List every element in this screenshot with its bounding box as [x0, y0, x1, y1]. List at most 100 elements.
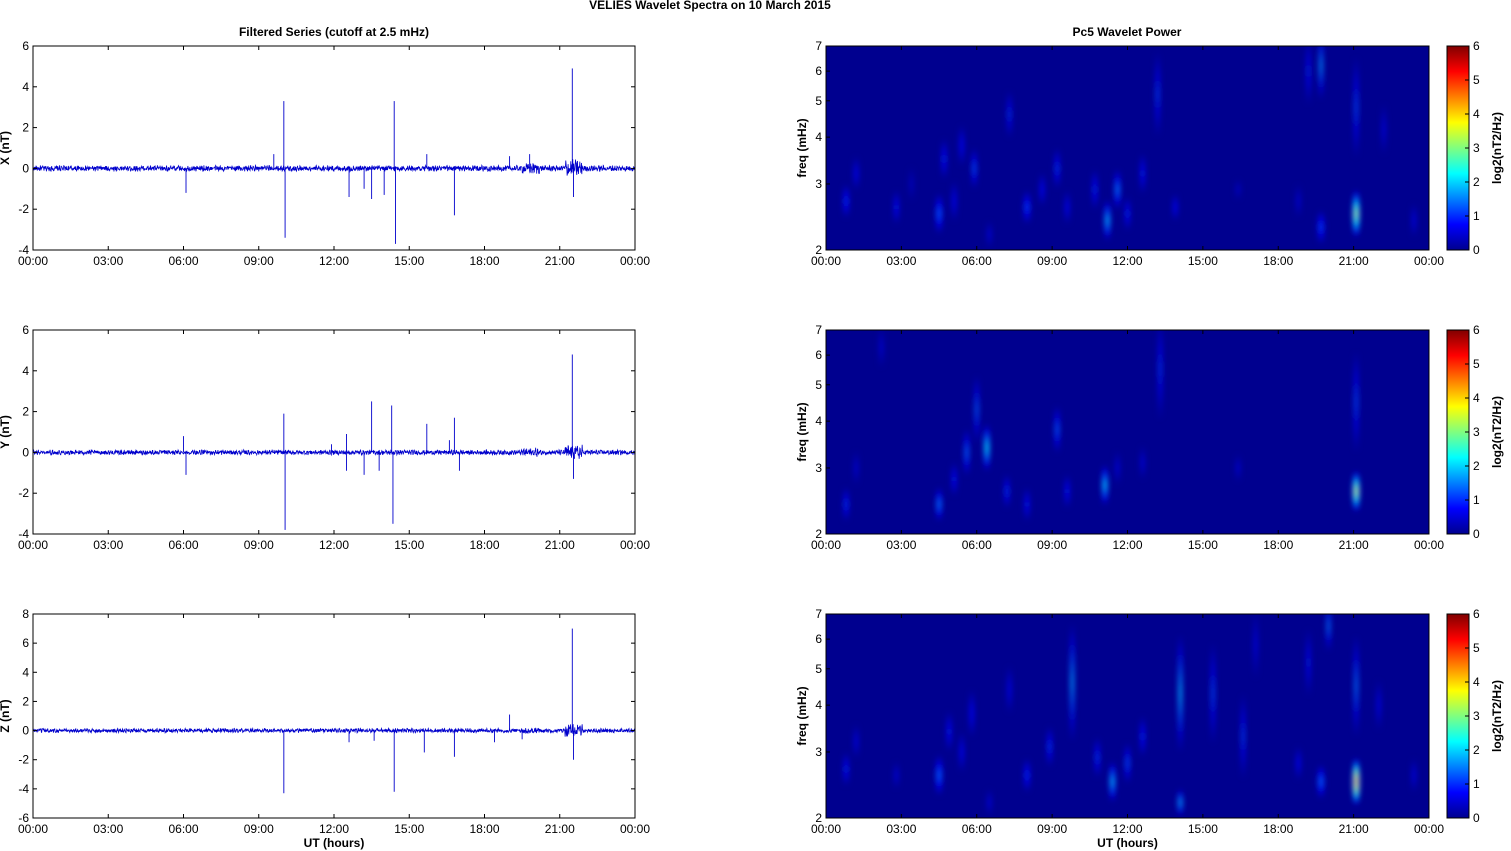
y-tick-label: 3: [815, 745, 822, 759]
power-peak: [1298, 198, 1299, 204]
power-peak: [1056, 425, 1058, 434]
plot-area: [33, 46, 635, 250]
x-tick-label: 09:00: [1037, 538, 1067, 552]
power-peak: [986, 443, 988, 452]
power-peak: [1320, 224, 1322, 230]
x-tick-label: 15:00: [394, 538, 424, 552]
power-peak: [1117, 465, 1118, 471]
x-tick-label: 21:00: [1339, 822, 1369, 836]
x-tick-label: 09:00: [244, 254, 274, 268]
y-tick-label: 4: [815, 130, 822, 144]
x-tick-label: 15:00: [394, 822, 424, 836]
x-tick-label: 15:00: [1188, 822, 1218, 836]
x-tick-label: 00:00: [620, 254, 650, 268]
power-peak: [1383, 125, 1385, 134]
x-tick-label: 12:00: [319, 538, 349, 552]
colorbar-tick-label: 3: [1473, 709, 1480, 723]
y-tick-label: -6: [18, 811, 29, 825]
plot-area: [33, 330, 635, 534]
power-peak: [953, 197, 955, 205]
power-peak: [1094, 186, 1096, 193]
power-peak: [855, 465, 857, 471]
colorbar-tick-label: 1: [1473, 777, 1480, 791]
y-tick-label: 2: [22, 121, 29, 135]
power-peak: [1212, 685, 1214, 702]
power-peak: [1096, 754, 1098, 761]
x-tick-label: 15:00: [1188, 254, 1218, 268]
power-peak: [1142, 733, 1143, 740]
y-tick-label: 3: [815, 177, 822, 191]
x-tick-label: 15:00: [394, 254, 424, 268]
x-tick-label: 18:00: [469, 822, 499, 836]
y-tick-label: 4: [22, 665, 29, 679]
power-peak: [1159, 361, 1161, 378]
y-tick-label: -2: [18, 486, 29, 500]
power-peak: [1157, 87, 1158, 102]
power-peak: [966, 448, 968, 457]
x-tick-label: 00:00: [620, 538, 650, 552]
y-tick-label: 4: [22, 364, 29, 378]
power-peak: [1041, 186, 1043, 193]
y-tick-label: -4: [18, 782, 29, 796]
power-peak: [1355, 99, 1357, 116]
colorbar-tick-label: 2: [1473, 459, 1480, 473]
y-tick-label: 2: [815, 811, 822, 825]
power-peak: [1378, 701, 1380, 710]
power-peak: [943, 155, 945, 163]
y-tick-label: 2: [22, 405, 29, 419]
power-peak: [1320, 60, 1322, 72]
colorbar-tick-label: 4: [1473, 675, 1480, 689]
y-tick-label: 8: [22, 607, 29, 621]
x-tick-label: 03:00: [886, 538, 916, 552]
series-panel-2: -4 -2 0 2 4 6 Y (nT) 00:00 03:00 06:00 09:00 12:00 1…: [0, 323, 650, 552]
y-tick-label: 0: [22, 724, 29, 738]
y-tick-label: -2: [18, 202, 29, 216]
x-tick-label: 03:00: [93, 254, 123, 268]
power-peak: [896, 773, 897, 778]
colorbar-tick-label: 6: [1473, 323, 1480, 337]
power-peak: [1255, 639, 1256, 651]
series-line: [32, 724, 636, 737]
spectrogram-background: [826, 330, 1429, 534]
x-tick-label: 18:00: [1263, 254, 1293, 268]
x-tick-label: 06:00: [168, 538, 198, 552]
power-peak: [1142, 459, 1143, 466]
x-tick-label: 18:00: [1263, 538, 1293, 552]
power-peak: [1056, 165, 1058, 172]
y-tick-label: 6: [22, 39, 29, 53]
series-line: [32, 159, 636, 176]
power-peak: [855, 738, 857, 745]
x-tick-label: 21:00: [545, 254, 575, 268]
x-tick-label: 09:00: [1037, 822, 1067, 836]
x-tick-label: 12:00: [1112, 822, 1142, 836]
x-tick-label: 18:00: [469, 254, 499, 268]
x-tick-label: 00:00: [620, 822, 650, 836]
x-tick-label: 00:00: [18, 254, 48, 268]
colorbar-tick-label: 1: [1473, 209, 1480, 223]
power-peak: [1320, 778, 1322, 785]
y-tick-label: 6: [22, 636, 29, 650]
colorbar-label: log2(nT2/Hz): [1490, 680, 1504, 752]
y-tick-label: 2: [815, 243, 822, 257]
y-tick-label: 5: [815, 378, 822, 392]
x-tick-label: 00:00: [1414, 538, 1444, 552]
colorbar-tick-label: 2: [1473, 743, 1480, 757]
power-peak: [1026, 204, 1028, 210]
y-tick-label: 0: [22, 161, 29, 175]
power-peak: [938, 501, 940, 508]
x-tick-label: 09:00: [244, 822, 274, 836]
y-tick-label: 2: [22, 694, 29, 708]
y-tick-label: 6: [815, 64, 822, 78]
x-tick-label: 00:00: [811, 822, 841, 836]
colorbar-label: log2(nT2/Hz): [1490, 396, 1504, 468]
power-peak: [1009, 685, 1010, 694]
y-tick-label: -2: [18, 753, 29, 767]
colorbar-tick-label: 0: [1473, 811, 1480, 825]
power-peak: [1106, 217, 1108, 224]
power-peak: [948, 728, 950, 735]
colorbar-tick-label: 5: [1473, 641, 1480, 655]
power-peak: [961, 142, 963, 149]
series-line: [32, 444, 636, 460]
x-tick-label: 00:00: [18, 538, 48, 552]
